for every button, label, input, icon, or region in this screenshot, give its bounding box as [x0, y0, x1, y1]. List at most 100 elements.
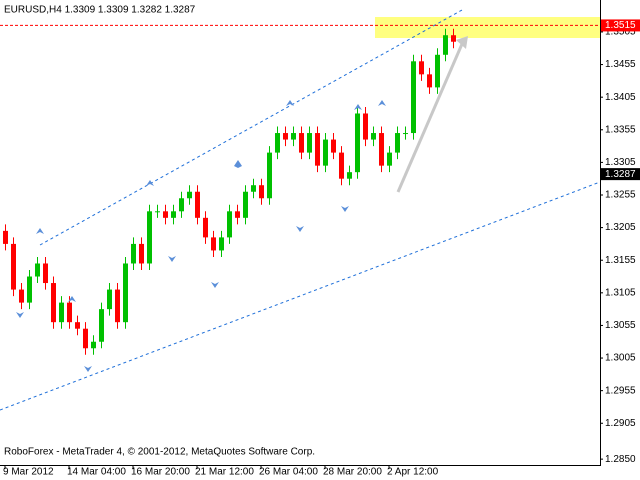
candle-body — [107, 289, 112, 310]
candle-body — [227, 211, 232, 238]
candle-body — [195, 191, 200, 218]
candle-body — [275, 133, 280, 153]
price-label: 1.3515 — [605, 20, 636, 31]
y-tick-label: 1.3055 — [605, 320, 636, 331]
candle-body — [363, 113, 368, 140]
y-tick-label: 1.3305 — [605, 157, 636, 168]
fractal — [68, 296, 76, 302]
chart-title: EURUSD,H4 1.3309 1.3309 1.3282 1.3287 — [4, 5, 196, 16]
fractal — [211, 282, 219, 288]
candle-body — [387, 152, 392, 166]
channel-lower — [0, 181, 601, 411]
y-tick-label: 1.2905 — [605, 418, 636, 429]
candle-body — [283, 133, 288, 140]
x-tick-label: 21 Mar 12:00 — [195, 467, 254, 478]
candle-body — [443, 35, 448, 55]
candle-body — [171, 211, 176, 218]
candle-body — [355, 113, 360, 173]
candle-body — [395, 133, 400, 153]
candle-body — [371, 133, 376, 140]
candle-body — [75, 322, 80, 329]
channel-upper — [39, 9, 463, 246]
candle-body — [155, 211, 160, 213]
candle-body — [67, 302, 72, 323]
candle-body — [315, 133, 320, 166]
y-tick-label: 1.3255 — [605, 190, 636, 201]
candle-body — [291, 133, 296, 140]
candle-body — [419, 61, 424, 75]
candle-body — [99, 309, 104, 342]
candle-body — [123, 263, 128, 323]
candle-body — [267, 152, 272, 199]
fractal — [286, 100, 294, 106]
fractal — [84, 366, 92, 372]
fractal — [146, 180, 154, 186]
candle-body — [163, 211, 168, 218]
fractal — [234, 160, 242, 168]
y-tick-label: 1.3505 — [605, 27, 636, 38]
y-tick-label: 1.3155 — [605, 255, 636, 266]
x-tick-label: 2 Apr 12:00 — [387, 467, 439, 478]
y-tick-label: 1.3355 — [605, 124, 636, 135]
x-tick-label: 9 Mar 2012 — [3, 467, 54, 478]
candle-body — [331, 139, 336, 153]
y-tick-label: 1.3455 — [605, 59, 636, 70]
fractal — [16, 312, 24, 318]
candle-body — [115, 289, 120, 323]
candle-body — [451, 35, 456, 42]
candle-body — [251, 185, 256, 192]
x-tick-label: 26 Mar 04:00 — [259, 467, 318, 478]
price-label: 1.3287 — [605, 169, 636, 180]
candle-body — [179, 198, 184, 212]
fractal — [36, 228, 44, 234]
fractal — [168, 256, 176, 262]
candle-body — [259, 185, 264, 199]
candle-body — [403, 133, 408, 135]
candle-body — [3, 230, 8, 244]
fractal — [341, 206, 349, 212]
candle-body — [59, 302, 64, 323]
candle-body — [139, 243, 144, 264]
candle-body — [307, 133, 312, 153]
candle-body — [411, 61, 416, 134]
candle-body — [235, 211, 240, 218]
candles — [3, 28, 456, 355]
y-tick-label: 1.3005 — [605, 353, 636, 364]
fractal — [354, 104, 362, 110]
resistance-zone — [375, 17, 601, 38]
candle-body — [19, 289, 24, 303]
fractals — [16, 100, 386, 372]
y-tick-label: 1.2850 — [605, 454, 636, 465]
candle-body — [347, 172, 352, 179]
candle-body — [51, 283, 56, 323]
candle-body — [379, 133, 384, 166]
y-tick-label: 1.3405 — [605, 92, 636, 103]
candle-body — [243, 191, 248, 218]
candle-body — [83, 328, 88, 349]
y-tick-label: 1.3105 — [605, 287, 636, 298]
candle-body — [323, 139, 328, 166]
candle-body — [91, 341, 96, 349]
candle-body — [147, 211, 152, 264]
candle-body — [219, 237, 224, 251]
x-tick-label: 16 Mar 20:00 — [131, 467, 190, 478]
candle-body — [35, 263, 40, 277]
forecast-arrow — [396, 43, 464, 193]
candle-body — [27, 276, 32, 303]
candle-body — [187, 191, 192, 199]
candle-body — [427, 74, 432, 88]
candle-body — [131, 243, 136, 264]
footer: RoboForex - MetaTrader 4, © 2001-2012, M… — [4, 447, 315, 458]
fractal — [378, 100, 386, 106]
y-tick-label: 1.3205 — [605, 222, 636, 233]
candle-body — [203, 217, 208, 238]
candle-body — [211, 237, 216, 251]
x-tick-label: 28 Mar 20:00 — [323, 467, 382, 478]
candle-body — [299, 133, 304, 153]
fractal — [296, 226, 304, 232]
y-tick-label: 1.2955 — [605, 385, 636, 396]
candle-body — [339, 152, 344, 179]
price-label-box — [601, 19, 640, 32]
